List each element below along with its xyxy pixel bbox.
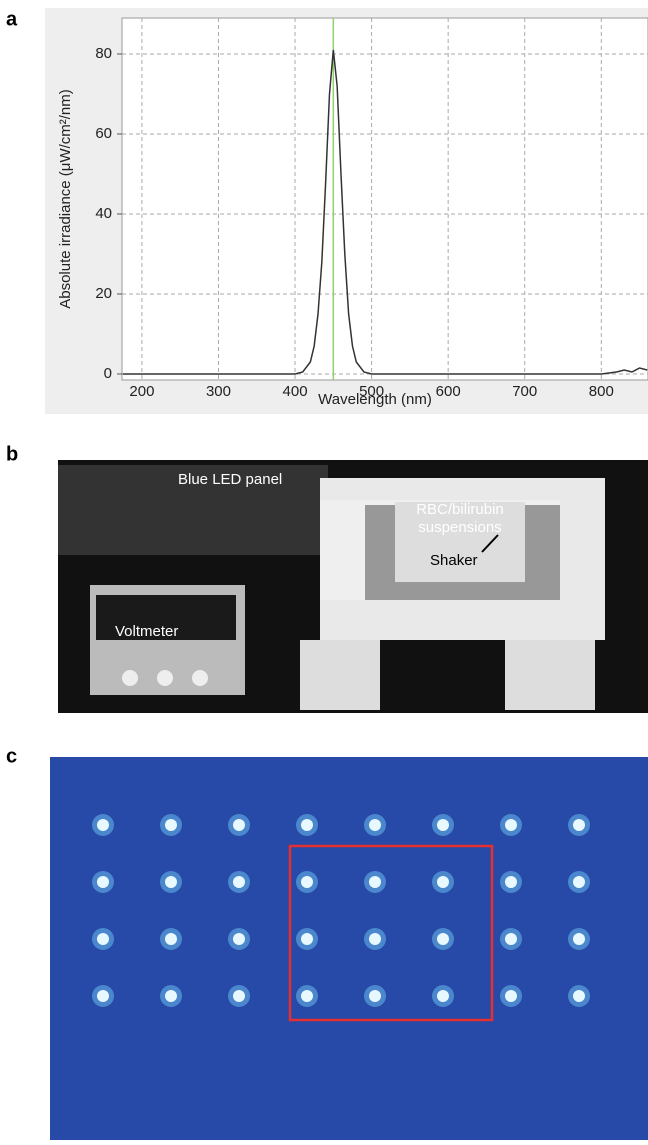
well xyxy=(165,990,177,1002)
well xyxy=(573,876,585,888)
well xyxy=(505,876,517,888)
well xyxy=(437,990,449,1002)
well xyxy=(97,819,109,831)
y-tick-label: 0 xyxy=(104,365,112,382)
y-tick-label: 40 xyxy=(95,205,112,222)
panel-label: a xyxy=(6,8,18,30)
photo-setup: Blue LED panel RBC/bilirubin suspensions… xyxy=(58,460,648,713)
y-tick-label: 20 xyxy=(95,285,112,302)
photo-annotation: suspensions xyxy=(418,519,501,536)
well xyxy=(233,990,245,1002)
x-tick-label: 400 xyxy=(283,383,308,400)
panel-label: c xyxy=(6,745,17,767)
cables xyxy=(58,465,328,555)
well xyxy=(505,990,517,1002)
well xyxy=(369,933,381,945)
well xyxy=(165,933,177,945)
well xyxy=(437,876,449,888)
photo-annotation: Blue LED panel xyxy=(178,471,282,488)
well xyxy=(233,876,245,888)
knob xyxy=(122,670,138,686)
x-tick-label: 700 xyxy=(512,383,537,400)
x-tick-label: 300 xyxy=(206,383,231,400)
well xyxy=(369,819,381,831)
photo-background xyxy=(50,757,648,1140)
plot-area xyxy=(121,17,648,381)
y-tick-label: 80 xyxy=(95,45,112,62)
well xyxy=(301,933,313,945)
photo-annotation: Voltmeter xyxy=(115,623,178,640)
arrow xyxy=(481,534,499,553)
photo-annotation: Shaker xyxy=(430,552,478,569)
photo-wells xyxy=(50,757,648,1140)
well xyxy=(505,933,517,945)
photo-annotation: RBC/bilirubin xyxy=(416,501,504,518)
shaker xyxy=(395,502,525,582)
well xyxy=(505,819,517,831)
data-line xyxy=(122,49,648,375)
well xyxy=(437,819,449,831)
well xyxy=(437,933,449,945)
well xyxy=(97,876,109,888)
well xyxy=(573,819,585,831)
x-tick-label: 600 xyxy=(436,383,461,400)
x-axis-label: Wavelength (nm) xyxy=(318,391,432,408)
heat-sink xyxy=(505,640,595,710)
knob xyxy=(192,670,208,686)
y-axis-label: Absolute irradiance (μW/cm²/nm) xyxy=(57,89,74,309)
well xyxy=(573,933,585,945)
well xyxy=(573,990,585,1002)
panel-label: b xyxy=(6,443,18,465)
well xyxy=(97,990,109,1002)
enclosure xyxy=(320,478,605,640)
well xyxy=(369,876,381,888)
x-tick-label: 800 xyxy=(589,383,614,400)
well xyxy=(301,819,313,831)
heat-sink xyxy=(300,640,380,710)
well xyxy=(301,876,313,888)
well xyxy=(233,819,245,831)
voltmeter-display xyxy=(96,595,236,640)
well xyxy=(165,819,177,831)
well xyxy=(301,990,313,1002)
well xyxy=(97,933,109,945)
x-tick-label: 500 xyxy=(359,383,384,400)
chart: 0 20 40 60 80 200 300 400 500 600 700 800 Wavelength… xyxy=(57,17,648,408)
x-tick-label: 200 xyxy=(129,383,154,400)
well xyxy=(233,933,245,945)
highlight-box xyxy=(288,844,494,1022)
y-tick-label: 60 xyxy=(95,125,112,142)
well xyxy=(165,876,177,888)
knob xyxy=(157,670,173,686)
well xyxy=(369,990,381,1002)
